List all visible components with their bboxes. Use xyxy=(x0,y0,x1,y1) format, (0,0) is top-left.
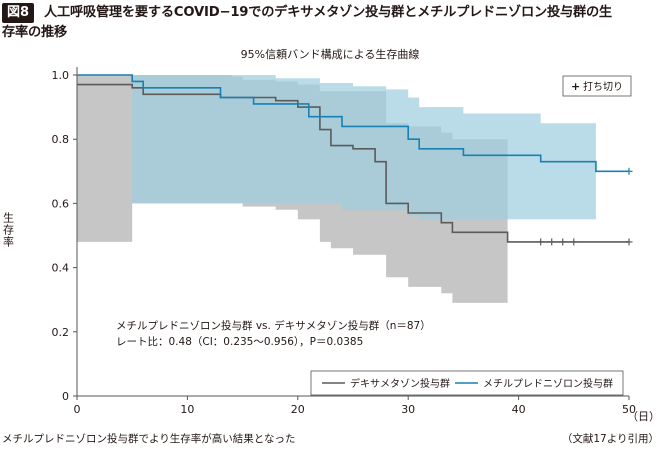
figure-source: （文献17より引用） xyxy=(561,433,659,445)
confidence-bands xyxy=(77,75,596,303)
censor-mark-series-0-3 xyxy=(570,238,578,246)
censor-mark-series-0-2 xyxy=(559,238,567,246)
y-tick-label-0: 0 xyxy=(62,390,69,403)
censor-legend-label: 打ち切り xyxy=(583,80,623,93)
censor-mark-series-0-0 xyxy=(537,238,545,246)
plot-frame xyxy=(76,67,629,397)
survival-line-series-0 xyxy=(77,83,629,243)
x-tick-label-0: 0 xyxy=(74,403,81,416)
censor-mark-series-0-1 xyxy=(548,238,556,246)
annotation-rate-ratio: レート比：0.48（CI：0.235〜0.956），P＝0.0385 xyxy=(116,335,363,348)
y-tick-label-3: 0.6 xyxy=(52,197,70,210)
x-tick-label-5: 50 xyxy=(622,403,636,416)
x-axis-unit: （日） xyxy=(627,410,660,423)
x-tick-label-3: 30 xyxy=(401,403,415,416)
confidence-band-series-1 xyxy=(77,75,596,220)
survival-line-series-1 xyxy=(77,74,629,173)
y-axis-label: 生存率 xyxy=(2,211,15,248)
y-tick-label-4: 0.8 xyxy=(52,133,70,146)
x-tick-label-2: 20 xyxy=(291,403,305,416)
figure-title-line-1: 人工呼吸管理を要するCOVID−19でのデキサメタゾン投与群とメチルプレドニゾロ… xyxy=(44,5,612,20)
y-tick-label-2: 0.4 xyxy=(52,262,70,275)
x-tick-label-4: 40 xyxy=(512,403,526,416)
y-tick-label-5: 1.0 xyxy=(52,69,70,82)
axis-ticks: 0 10 20 30 40 50 0 0.2 0.4 0.6 0.8 1.0 xyxy=(52,69,637,416)
annotation-comparison: メチルプレドニゾロン投与群 vs. デキサメタゾン投与群（n＝87） xyxy=(116,319,431,332)
series-legend: デキサメタゾン投与群 メチルプレドニゾロン投与群 xyxy=(310,370,624,396)
y-tick-label-1: 0.2 xyxy=(52,326,70,339)
survival-curves xyxy=(77,74,633,246)
censor-legend-box: + 打ち切り xyxy=(562,75,632,97)
figure-title-line-2: 存率の推移 xyxy=(2,25,67,40)
figure-header: 図8 人工呼吸管理を要するCOVID−19でのデキサメタゾン投与群とメチルプレド… xyxy=(0,0,661,50)
censor-mark-series-0-4 xyxy=(625,238,633,246)
chart-subtitle: 95%信頼バンド構成による生存曲線 xyxy=(241,47,420,61)
x-tick-label-1: 10 xyxy=(180,403,194,416)
censor-legend-plus-icon: + xyxy=(571,80,580,93)
figure-caption: メチルプレドニゾロン投与群でより生存率が高い結果となった xyxy=(2,433,296,445)
legend-dexamethasone-label: デキサメタゾン投与群 xyxy=(350,377,450,390)
figure-number-badge: 図8 xyxy=(2,3,35,23)
censor-mark-series-1-0 xyxy=(625,167,633,175)
legend-methylprednisolone-label: メチルプレドニゾロン投与群 xyxy=(483,377,613,390)
